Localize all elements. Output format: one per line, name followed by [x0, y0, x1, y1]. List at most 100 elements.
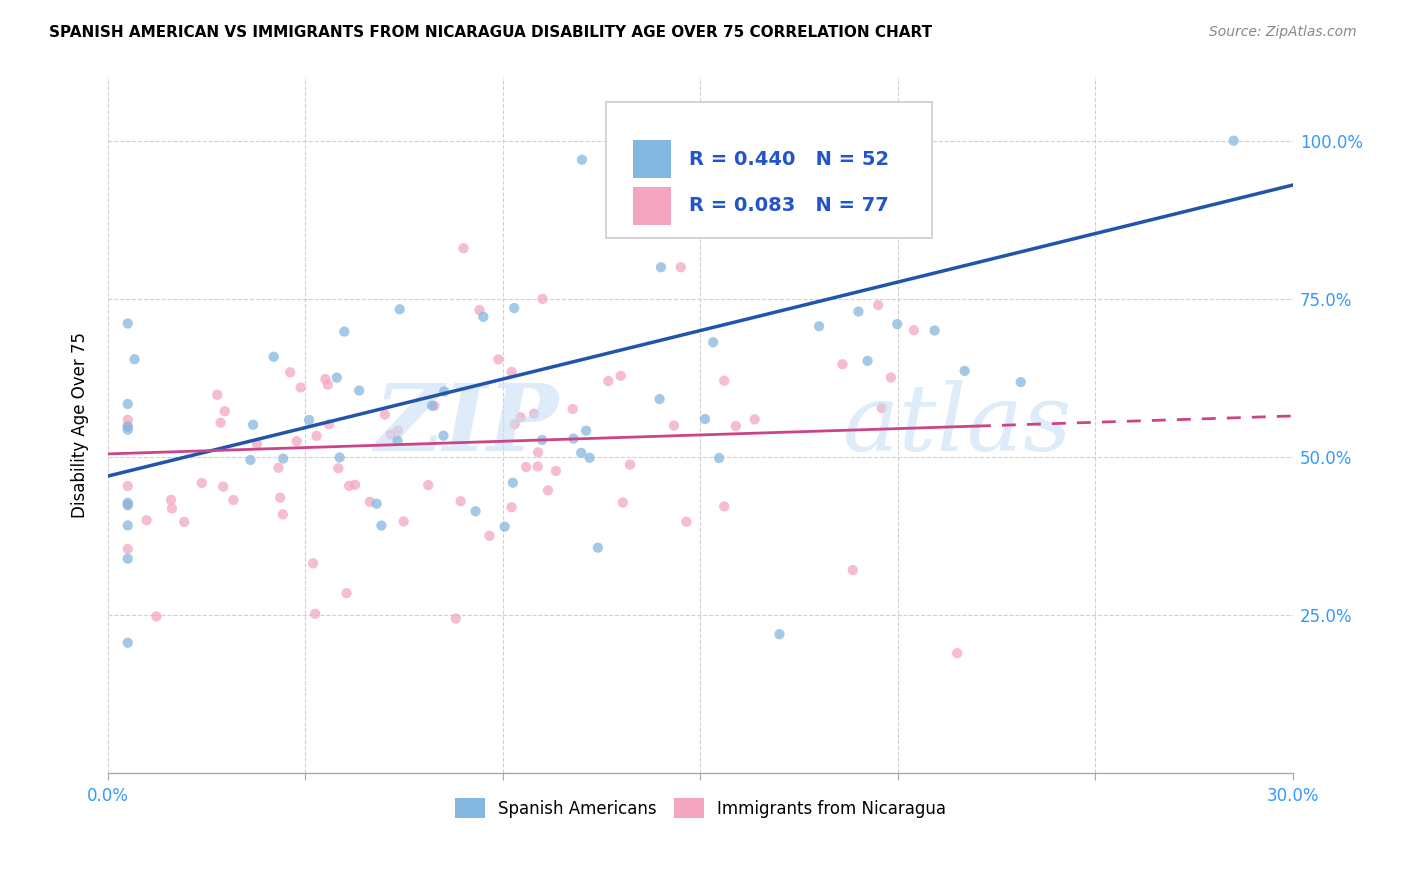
Point	[693, 412, 716, 426]
Point	[569, 446, 592, 460]
Point	[702, 335, 724, 350]
Point	[598, 374, 620, 388]
Point	[305, 429, 328, 443]
Point	[472, 310, 495, 324]
Point	[669, 260, 692, 275]
Point	[359, 495, 381, 509]
Point	[302, 556, 325, 570]
Point	[335, 586, 357, 600]
Point	[318, 417, 340, 432]
Point	[464, 504, 486, 518]
Point	[562, 432, 585, 446]
Point	[209, 416, 232, 430]
Point	[214, 404, 236, 418]
Point	[571, 153, 593, 167]
Point	[724, 419, 747, 434]
Point	[561, 402, 583, 417]
Point	[713, 374, 735, 388]
Point	[117, 479, 139, 493]
Point	[117, 498, 139, 512]
Point	[768, 627, 790, 641]
Point	[326, 370, 349, 384]
Point	[578, 450, 600, 465]
Point	[744, 412, 766, 426]
Point	[242, 417, 264, 432]
Point	[1222, 134, 1244, 148]
Point	[380, 427, 402, 442]
Point	[387, 424, 409, 438]
Point	[329, 450, 352, 465]
Point	[290, 380, 312, 394]
Point	[433, 384, 456, 399]
Point	[117, 518, 139, 533]
Point	[387, 434, 409, 448]
Point	[880, 370, 903, 384]
Point	[263, 350, 285, 364]
Point	[388, 302, 411, 317]
Point	[953, 364, 976, 378]
Point	[117, 423, 139, 437]
Point	[418, 478, 440, 492]
Point	[117, 496, 139, 510]
Point	[903, 323, 925, 337]
Point	[503, 301, 526, 315]
Point	[886, 317, 908, 331]
Y-axis label: Disability Age Over 75: Disability Age Over 75	[72, 333, 89, 518]
Point	[728, 134, 751, 148]
Point	[453, 241, 475, 255]
Point	[239, 453, 262, 467]
Point	[246, 437, 269, 451]
Point	[478, 529, 501, 543]
Point	[842, 563, 865, 577]
Point	[650, 260, 672, 275]
Point	[831, 357, 853, 371]
Point	[707, 450, 730, 465]
Bar	[633, 186, 671, 225]
Point	[619, 458, 641, 472]
Point	[575, 424, 598, 438]
Point	[423, 399, 446, 413]
Point	[278, 365, 301, 379]
Point	[502, 475, 524, 490]
Point	[468, 303, 491, 318]
Point	[924, 323, 946, 337]
Point	[523, 407, 546, 421]
Text: atlas: atlas	[842, 380, 1073, 470]
Point	[285, 434, 308, 449]
Point	[856, 354, 879, 368]
Point	[392, 515, 415, 529]
Point	[531, 292, 554, 306]
Point	[537, 483, 560, 498]
Point	[314, 372, 336, 386]
Point	[124, 352, 146, 367]
Point	[848, 304, 870, 318]
Text: R = 0.440   N = 52: R = 0.440 N = 52	[689, 150, 889, 169]
Point	[1010, 375, 1032, 389]
Point	[544, 464, 567, 478]
Point	[713, 500, 735, 514]
Point	[269, 491, 291, 505]
Point	[333, 325, 356, 339]
Point	[515, 460, 537, 475]
Point	[222, 493, 245, 508]
Point	[868, 298, 890, 312]
Point	[366, 497, 388, 511]
Point	[117, 541, 139, 556]
Point	[648, 392, 671, 406]
Point	[501, 365, 523, 379]
Point	[212, 480, 235, 494]
Legend: Spanish Americans, Immigrants from Nicaragua: Spanish Americans, Immigrants from Nicar…	[449, 792, 953, 824]
Point	[298, 413, 321, 427]
Point	[117, 413, 139, 427]
Point	[531, 433, 554, 447]
Text: Source: ZipAtlas.com: Source: ZipAtlas.com	[1209, 25, 1357, 39]
Point	[370, 518, 392, 533]
Point	[117, 636, 139, 650]
Point	[117, 551, 139, 566]
Text: R = 0.083   N = 77: R = 0.083 N = 77	[689, 196, 889, 215]
Point	[444, 611, 467, 625]
Point	[486, 352, 509, 367]
Point	[117, 498, 139, 512]
Bar	[633, 140, 671, 178]
Point	[526, 459, 548, 474]
